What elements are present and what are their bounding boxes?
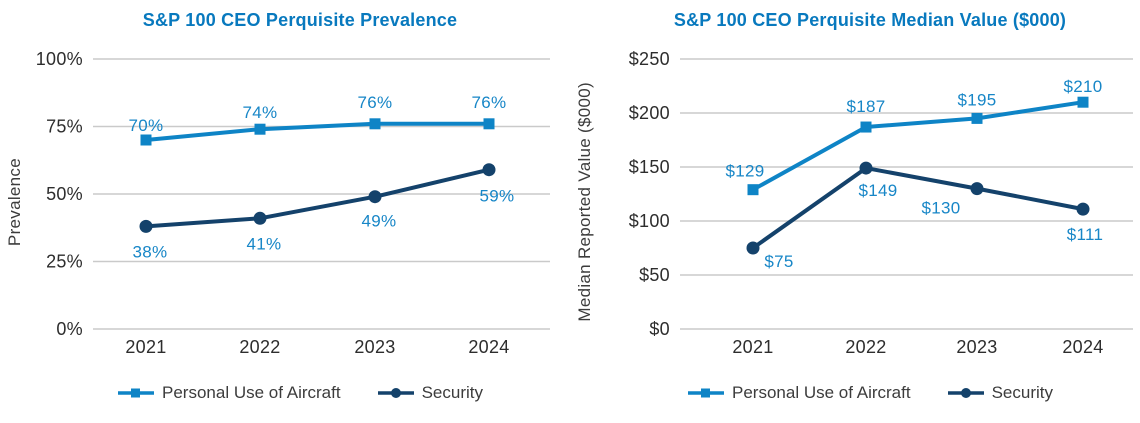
x-tick-label: 2023: [956, 337, 997, 357]
y-tick-label: $50: [639, 265, 670, 285]
legend-label: Security: [991, 383, 1053, 402]
data-point-marker: [746, 241, 760, 255]
data-point-marker: [253, 211, 267, 225]
data-point-label: $149: [858, 181, 897, 200]
y-axis-label: Prevalence: [0, 37, 30, 367]
data-point-label: $111: [1067, 225, 1104, 244]
data-point-label: 74%: [243, 103, 278, 122]
data-point-label: $130: [921, 199, 960, 218]
data-point-label: 76%: [472, 93, 507, 112]
y-axis-label: Median Reported Value ($000): [570, 37, 600, 367]
prevalence-chart: S&P 100 CEO Perquisite Prevalence Preval…: [0, 10, 570, 403]
aircraft-legend-marker-icon: [688, 388, 724, 398]
legend-item-aircraft: Personal Use of Aircraft: [117, 383, 341, 403]
legend-label: Personal Use of Aircraft: [162, 383, 341, 402]
data-point-marker: [482, 163, 496, 177]
data-point-marker: [971, 112, 983, 124]
data-point-marker: [859, 161, 873, 175]
data-point-marker: [1077, 96, 1089, 108]
y-tick-label: 25%: [46, 252, 83, 272]
chart-title: S&P 100 CEO Perquisite Prevalence: [142, 10, 458, 30]
plot-row: Median Reported Value ($000) $0 $50 $100 $1…: [570, 37, 1140, 367]
y-tick-label: $100: [629, 211, 670, 231]
median-value-chart: S&P 100 CEO Perquisite Median Value ($00…: [570, 0, 1140, 423]
legend-item-security: Security: [377, 383, 483, 403]
data-point-label: $210: [1063, 77, 1102, 96]
y-tick-label: $250: [629, 49, 670, 69]
y-tick-label: $150: [629, 157, 670, 177]
data-point-marker: [970, 182, 984, 196]
data-point-label: $129: [725, 162, 764, 181]
legend: Personal Use of Aircraft Security: [600, 383, 1140, 403]
data-point-marker: [368, 190, 382, 204]
data-point-label: 49%: [362, 212, 397, 231]
data-point-marker: [254, 123, 266, 135]
y-axis-label-text: Prevalence: [5, 157, 24, 247]
x-tick-label: 2021: [125, 337, 166, 357]
data-point-label: $187: [846, 97, 885, 116]
data-point-label: 76%: [358, 93, 393, 112]
data-point-marker: [139, 219, 153, 233]
x-tick-label: 2022: [239, 337, 280, 357]
security-legend-marker-icon: [947, 388, 984, 398]
series-line: [751, 166, 1084, 250]
data-point-label: $75: [764, 252, 793, 271]
y-tick-label: $200: [629, 103, 670, 123]
data-point-label: $195: [957, 90, 996, 109]
chart-title: S&P 100 CEO Perquisite Median Value ($00…: [673, 10, 1067, 30]
y-axis-label-text: Median Reported Value ($000): [575, 82, 594, 322]
data-point-label: 70%: [129, 116, 164, 135]
data-point-marker: [747, 184, 759, 196]
aircraft-legend-marker-icon: [118, 388, 154, 398]
data-point-label: 41%: [247, 234, 282, 253]
plot-row: Prevalence 0% 25% 50% 75% 100% 2021 2022 2023 20…: [0, 37, 570, 367]
x-tick-label: 2021: [732, 337, 773, 357]
series-line: [752, 100, 1084, 192]
x-tick-label: 2022: [845, 337, 886, 357]
series-line: [145, 121, 489, 142]
x-tick-label: 2023: [354, 337, 395, 357]
plot-area: 0% 25% 50% 75% 100% 2021 2022 2023 2024 70% 74% 76%…: [36, 49, 550, 357]
data-point-marker: [483, 118, 495, 130]
data-point-marker: [140, 134, 152, 146]
x-tick-label: 2024: [468, 337, 509, 357]
y-tick-label: 75%: [46, 117, 83, 137]
legend-item-aircraft: Personal Use of Aircraft: [687, 383, 911, 403]
x-tick-label: 2024: [1062, 337, 1103, 357]
legend-label: Security: [421, 383, 483, 402]
legend: Personal Use of Aircraft Security: [30, 383, 570, 403]
series-line: [145, 167, 490, 229]
data-point-marker: [369, 118, 381, 130]
y-tick-label: 50%: [46, 184, 83, 204]
y-tick-label: 0%: [56, 319, 83, 339]
data-point-marker: [1076, 202, 1090, 216]
data-point-label: 59%: [480, 187, 515, 206]
legend-label: Personal Use of Aircraft: [732, 383, 911, 402]
data-point-marker: [860, 121, 872, 133]
security-legend-marker-icon: [377, 388, 414, 398]
y-tick-label: 100%: [36, 49, 83, 69]
y-tick-label: $0: [649, 319, 670, 339]
plot-area: $0 $50 $100 $150 $200 $250 2021 2022 2023 2024 $12…: [629, 49, 1133, 357]
data-point-label: 38%: [133, 242, 168, 261]
legend-item-security: Security: [947, 383, 1053, 403]
